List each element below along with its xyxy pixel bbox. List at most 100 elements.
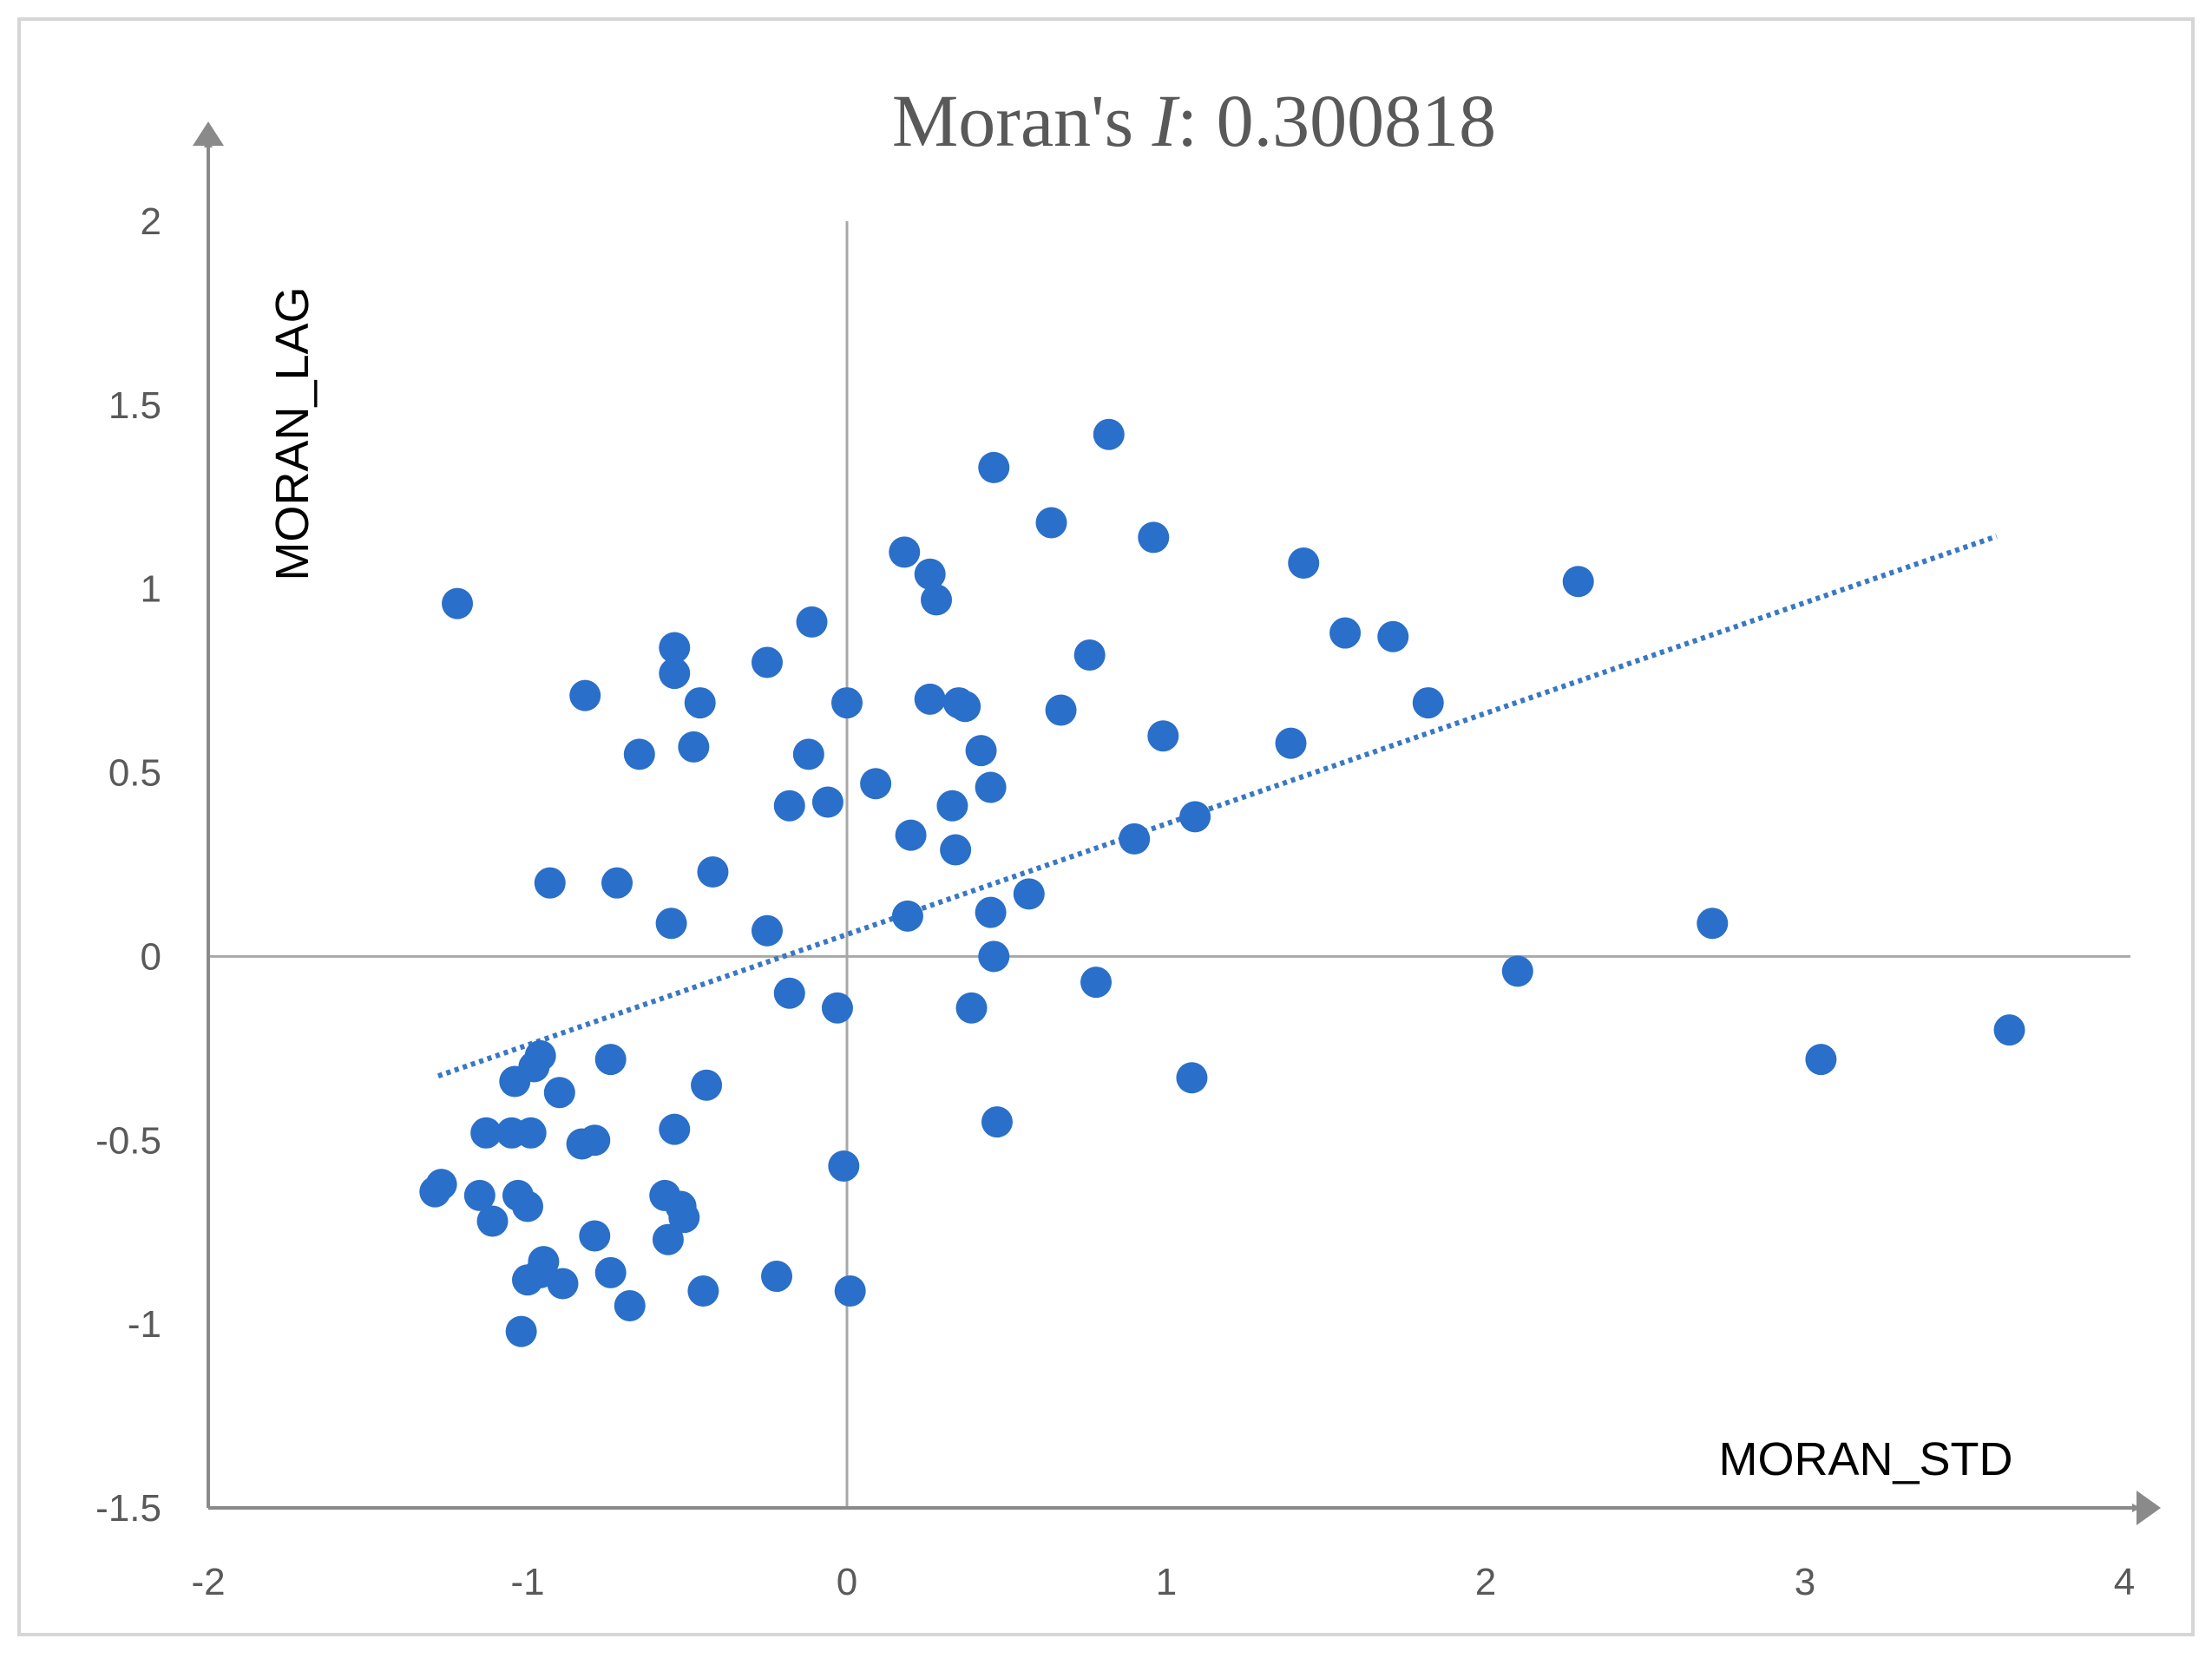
data-point [659, 1113, 691, 1145]
data-point [821, 992, 853, 1024]
data-points [419, 418, 2025, 1347]
data-point [773, 977, 805, 1009]
data-point [505, 1315, 537, 1347]
data-point [1275, 727, 1307, 759]
data-point [895, 819, 927, 851]
x-tick-labels: -2 -1 0 1 2 3 4 [191, 1561, 2135, 1603]
data-point [940, 834, 972, 866]
data-point [1045, 694, 1077, 726]
data-point [684, 687, 716, 719]
data-point [773, 790, 805, 822]
data-point [834, 1275, 866, 1307]
data-point [623, 738, 655, 770]
y-tick-labels: -1.5 -1 -0.5 0 0.5 1 1.5 2 [95, 200, 161, 1530]
data-point [1562, 566, 1594, 598]
data-point [1080, 967, 1113, 999]
y-tick-label: 2 [141, 200, 161, 243]
title-prefix: Moran's [892, 79, 1152, 162]
y-axis-arrow-icon [193, 121, 224, 146]
data-point [579, 1220, 611, 1252]
y-tick-label: 0.5 [108, 752, 161, 795]
data-point [828, 1150, 860, 1182]
data-point [1329, 617, 1362, 649]
x-axis-label: MORAN_STD [1718, 1433, 2012, 1485]
data-point [792, 738, 824, 770]
data-point [831, 687, 863, 719]
x-tick-label: 1 [1156, 1561, 1177, 1603]
data-point [543, 1077, 575, 1109]
y-tick-label: 1.5 [108, 384, 161, 427]
data-point [889, 536, 921, 568]
data-point [914, 683, 946, 715]
data-point [659, 632, 691, 664]
data-point [965, 735, 997, 767]
chart-title: Moran's I: 0.300818 [892, 79, 1496, 162]
data-point [614, 1289, 646, 1321]
data-point [476, 1205, 509, 1237]
quadrant-lines [208, 221, 2130, 1508]
data-point [547, 1268, 579, 1300]
data-point [1013, 878, 1045, 910]
data-point [1093, 418, 1125, 450]
data-point [1035, 507, 1067, 539]
data-point [691, 1069, 723, 1101]
data-point [975, 771, 1007, 803]
data-point [652, 1223, 684, 1255]
chart-border [17, 17, 2195, 1636]
data-point [1377, 620, 1409, 652]
y-tick-label: -1 [128, 1303, 161, 1346]
data-point [1073, 639, 1106, 671]
x-axis-arrow-icon [2137, 1491, 2161, 1525]
data-point [579, 1124, 611, 1157]
y-axis-label: MORAN_LAG [266, 286, 318, 580]
data-point [752, 646, 783, 678]
data-point [569, 679, 601, 711]
data-point [687, 1275, 719, 1307]
data-point [425, 1169, 457, 1201]
data-point [914, 558, 946, 590]
data-point [655, 908, 687, 940]
data-point [594, 1256, 627, 1288]
data-point [978, 940, 1010, 973]
data-point [1147, 720, 1179, 752]
data-point [1138, 521, 1170, 554]
data-point [512, 1190, 543, 1222]
data-point [1119, 822, 1151, 855]
data-point [499, 1065, 531, 1098]
data-point [921, 584, 953, 616]
data-point [1412, 687, 1444, 719]
data-point [796, 606, 828, 638]
data-point [975, 896, 1007, 928]
data-point [811, 786, 843, 818]
data-point [594, 1044, 627, 1076]
trendline-group [436, 534, 1998, 1078]
data-point [891, 900, 923, 932]
data-point [1501, 955, 1533, 987]
data-point [534, 867, 566, 899]
data-point [761, 1261, 793, 1293]
data-point [515, 1117, 547, 1149]
title-italic: I [1152, 79, 1180, 162]
data-point [978, 451, 1010, 483]
trendline [436, 534, 1998, 1078]
title-suffix: : 0.300818 [1177, 79, 1496, 162]
data-point [1993, 1014, 2025, 1046]
data-point [936, 790, 968, 822]
x-tick-label: 4 [2114, 1561, 2135, 1603]
data-point [1176, 1062, 1208, 1094]
data-point [1805, 1044, 1837, 1076]
data-point [1179, 801, 1211, 833]
y-tick-label: -0.5 [95, 1119, 161, 1162]
data-point [470, 1117, 502, 1149]
x-tick-label: 3 [1795, 1561, 1815, 1603]
x-tick-label: 2 [1475, 1561, 1496, 1603]
data-point [678, 731, 710, 763]
data-point [981, 1106, 1013, 1138]
data-point [659, 658, 691, 690]
y-tick-label: 0 [141, 935, 161, 978]
y-tick-label: 1 [141, 568, 161, 611]
data-point [949, 691, 981, 723]
data-point [752, 914, 783, 947]
data-point [463, 1179, 496, 1211]
